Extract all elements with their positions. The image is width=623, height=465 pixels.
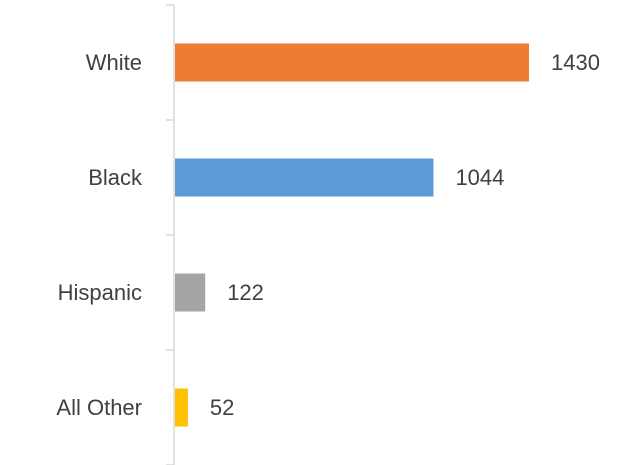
bar-all-other bbox=[175, 388, 188, 427]
value-label-all-other: 52 bbox=[210, 395, 234, 420]
value-labels-group: 1430 1044 122 52 bbox=[210, 50, 600, 420]
category-labels-group: White Black Hispanic All Other bbox=[56, 50, 143, 420]
bar-white bbox=[175, 43, 529, 82]
category-label-hispanic: Hispanic bbox=[58, 280, 142, 305]
bars-group bbox=[175, 43, 529, 427]
category-label-all-other: All Other bbox=[56, 395, 142, 420]
category-axis bbox=[166, 4, 175, 465]
value-label-black: 1044 bbox=[455, 165, 504, 190]
bar-black bbox=[175, 158, 434, 197]
value-label-white: 1430 bbox=[551, 50, 600, 75]
category-label-black: Black bbox=[88, 165, 143, 190]
bar-hispanic bbox=[175, 273, 206, 312]
category-label-white: White bbox=[86, 50, 142, 75]
value-label-hispanic: 122 bbox=[227, 280, 264, 305]
